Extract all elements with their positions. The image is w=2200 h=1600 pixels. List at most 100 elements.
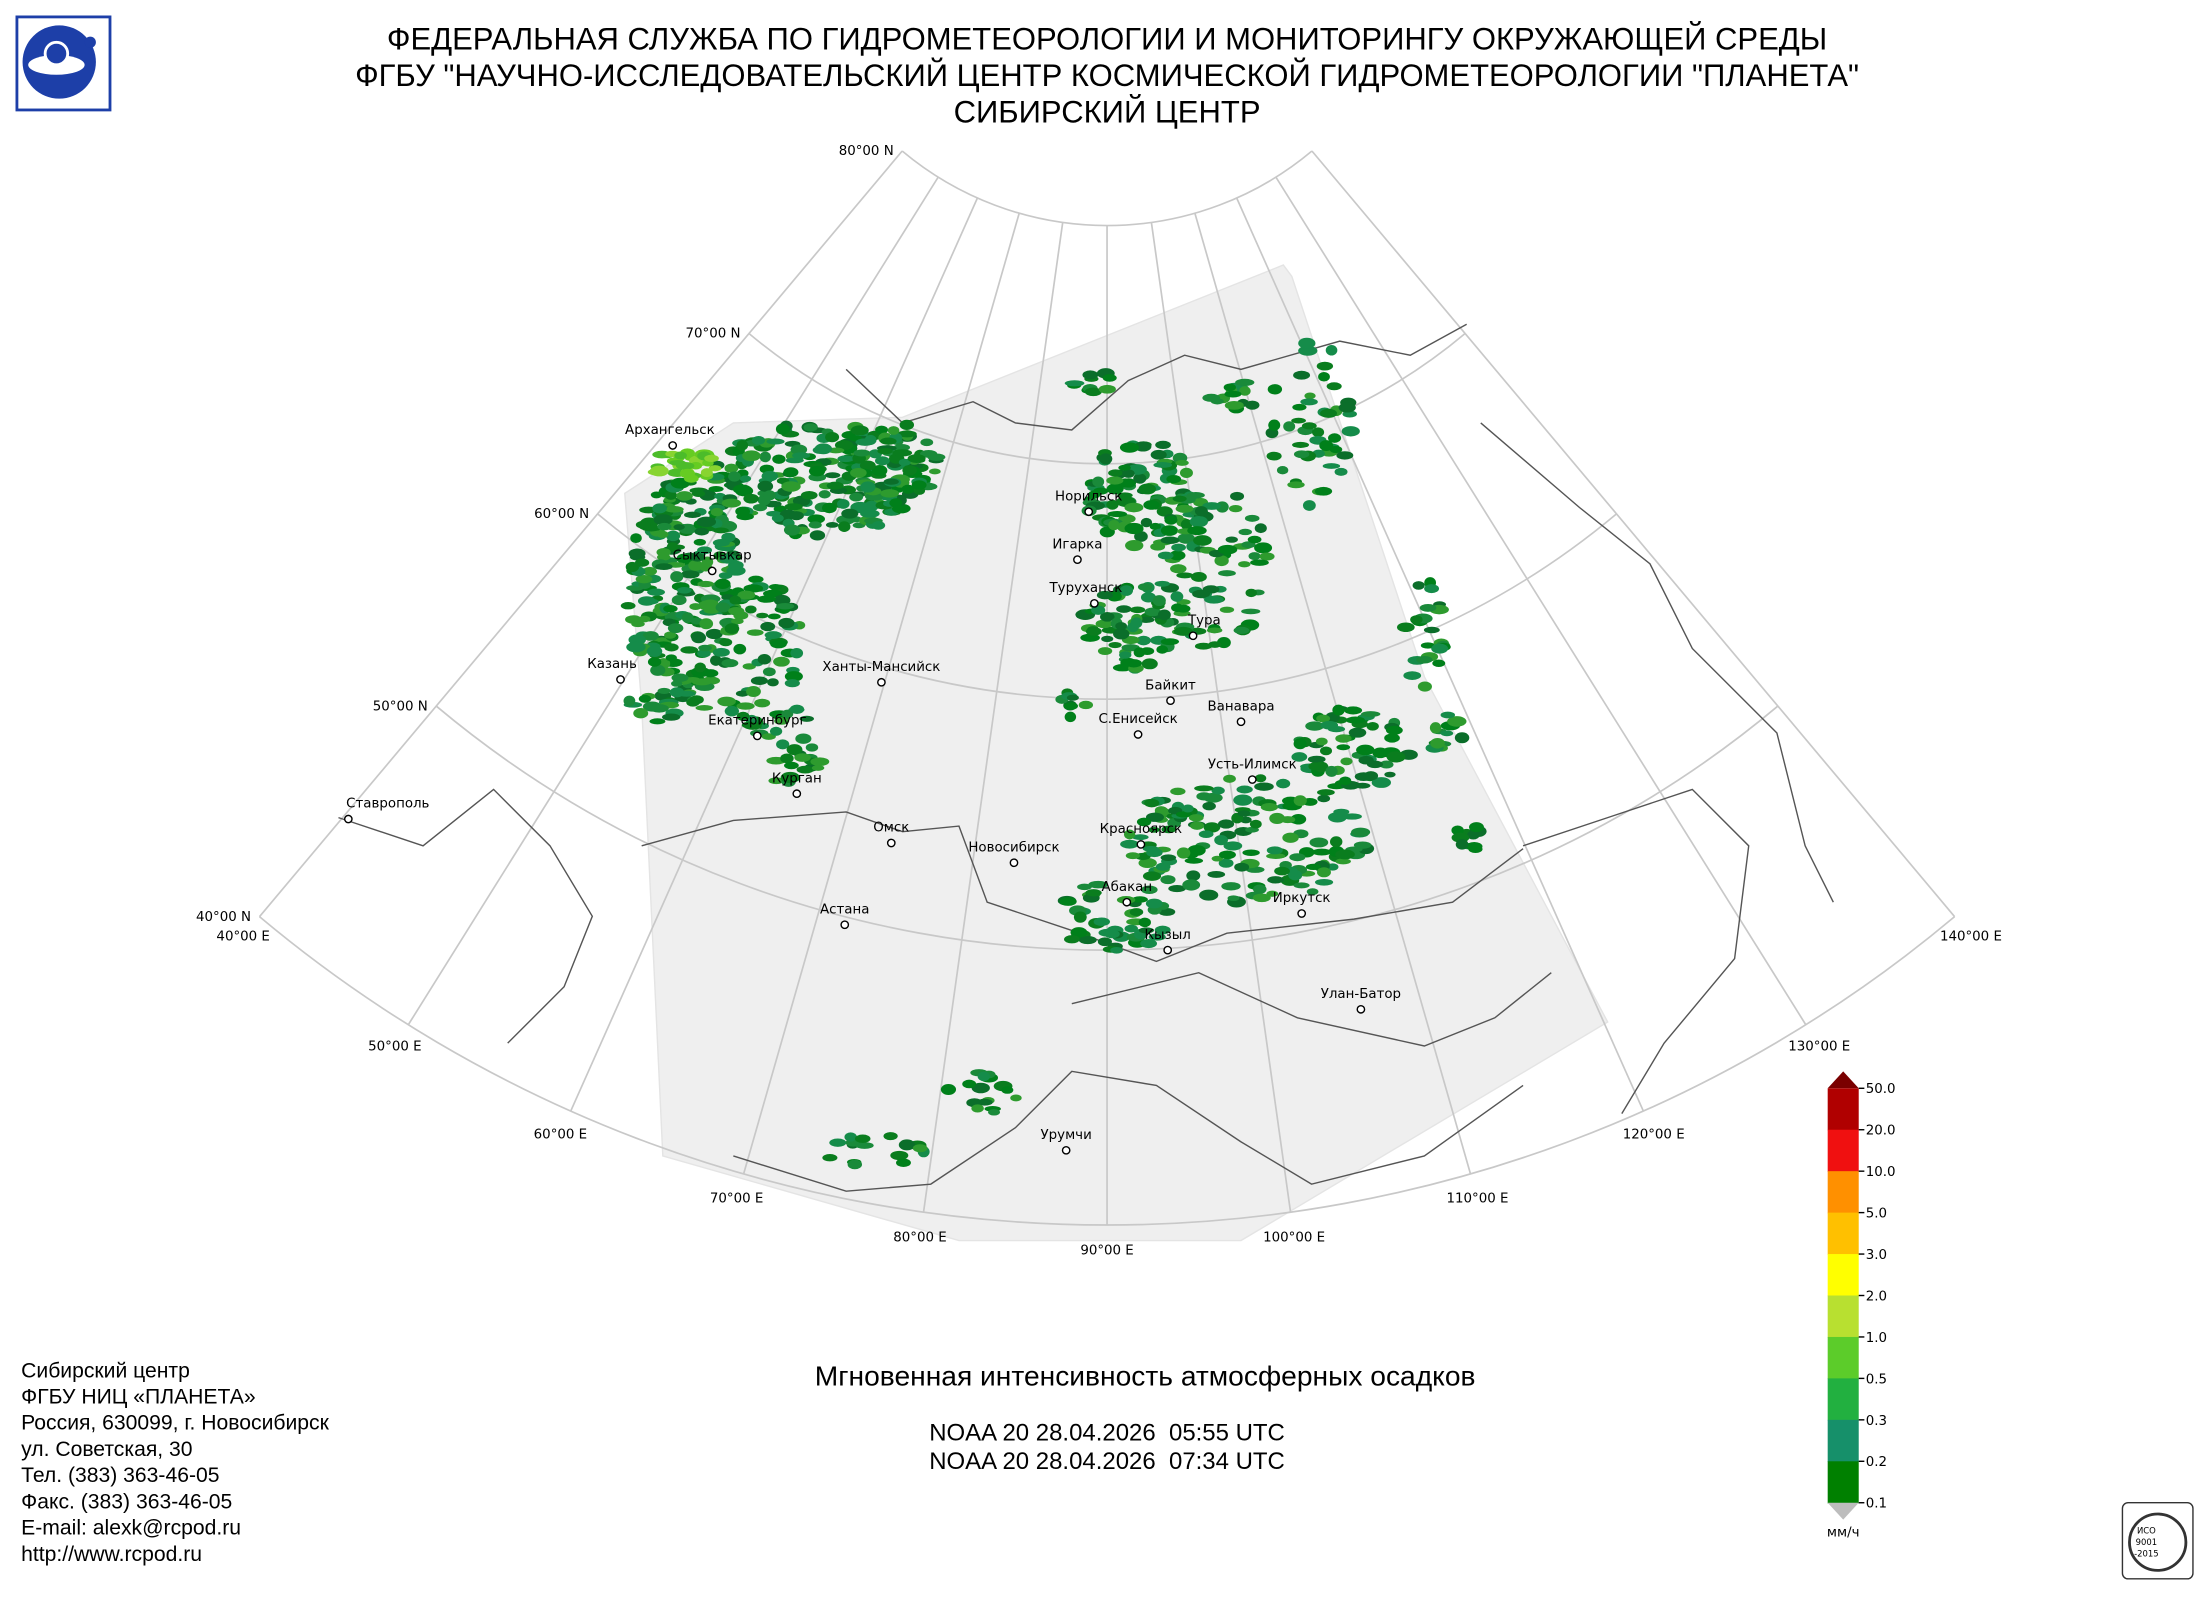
precip-cell: [1293, 450, 1310, 459]
precip-cell: [743, 493, 759, 504]
precip-cell: [902, 465, 917, 476]
pass-time: NOAA 20 28.04.2026 07:34 UTC: [929, 1448, 1285, 1475]
precip-cell: [766, 438, 785, 445]
precip-cell: [1138, 917, 1151, 928]
city-marker: [1356, 1004, 1366, 1014]
city-label: Ставрополь: [346, 797, 429, 812]
precip-cell: [1410, 615, 1423, 625]
precip-cell: [1082, 370, 1099, 380]
precip-cell: [762, 667, 776, 677]
precip-cell: [1320, 746, 1333, 756]
precip-cell: [853, 449, 871, 457]
precip-cell: [1175, 504, 1194, 513]
precip-cell: [1099, 453, 1113, 465]
colorbar-segment: [1827, 1212, 1859, 1255]
precip-cell: [1218, 570, 1236, 577]
precip-cell: [1325, 765, 1338, 777]
precip-cell: [625, 561, 639, 573]
precip-cell: [1124, 522, 1144, 535]
precip-cell: [1145, 898, 1163, 909]
precip-cell: [1217, 544, 1238, 555]
precip-cell: [1108, 642, 1122, 649]
precip-cell: [1160, 854, 1177, 861]
precip-cell: [1182, 879, 1201, 891]
city-marker: [668, 441, 678, 450]
precip-cell: [1245, 588, 1257, 598]
precip-cell: [849, 492, 864, 502]
precip-cell: [1132, 834, 1149, 840]
colorbar-segment: [1827, 1336, 1859, 1380]
precip-cell: [649, 704, 669, 713]
precip-cell: [1106, 483, 1124, 495]
precip-cell: [1170, 564, 1187, 574]
precip-cell: [1214, 835, 1228, 846]
coverage-swath: [624, 264, 1609, 1242]
precip-cell: [1335, 858, 1351, 865]
precip-cell: [875, 456, 890, 466]
precip-cell: [1153, 462, 1173, 468]
precip-cell: [705, 628, 723, 640]
precip-cell: [1133, 473, 1147, 484]
precip-cell: [695, 705, 714, 711]
precip-cell: [1066, 694, 1079, 701]
precip-cell: [1154, 925, 1171, 935]
precip-cell: [1193, 535, 1212, 546]
precip-cell: [1180, 518, 1193, 530]
precip-cell: [649, 465, 669, 477]
precip-cell: [764, 631, 782, 639]
precip-cell: [1186, 492, 1205, 499]
precip-cell: [1254, 774, 1267, 783]
precip-cell: [1143, 500, 1160, 510]
precip-cell: [1134, 531, 1148, 542]
cities: Архангельск Сыктывкар Казань Ханты-Мансийск…: [343, 423, 1401, 1155]
precip-cell: [1316, 714, 1331, 723]
precip-cell: [684, 511, 702, 518]
precip-cell: [1129, 606, 1146, 614]
precip-cell: [1440, 730, 1454, 737]
precip-cell: [783, 524, 801, 536]
precip-cell: [757, 595, 776, 603]
precip-cell: [871, 465, 888, 477]
precip-cell: [1233, 794, 1253, 806]
precip-cell: [794, 753, 811, 762]
header: ФЕДЕРАЛЬНАЯ СЛУЖБА ПО ГИДРОМЕТЕОРОЛОГИИ …: [355, 20, 1859, 129]
precip-cell: [1144, 607, 1162, 617]
precip-cell: [1266, 853, 1286, 859]
contact-line: ул. Советская, 30: [21, 1438, 192, 1461]
precip-cell: [715, 602, 731, 613]
precip-cell: [1253, 884, 1267, 894]
precip-cell: [1332, 704, 1345, 716]
precip-cell: [664, 631, 677, 639]
precipitation-field: [620, 337, 1487, 1170]
precip-cell: [1336, 744, 1351, 751]
precip-cell: [1431, 643, 1449, 654]
precip-cell: [1110, 946, 1123, 954]
precip-cell: [860, 481, 876, 493]
city-marker: [616, 675, 625, 684]
precip-cell: [1440, 711, 1456, 719]
precip-cell: [784, 503, 803, 511]
precip-cell: [763, 490, 776, 501]
precip-cell: [824, 472, 841, 479]
precip-cell: [784, 671, 803, 682]
city-marker: [1297, 909, 1307, 918]
colorbar: 50.0 20.0 10.0 5.0 3.0 2.0 1.0 0.5 0.3 0.2 0.1 мм/ч: [1827, 1071, 1896, 1541]
precip-cell: [760, 621, 776, 632]
precip-cell: [907, 454, 926, 463]
precip-cell: [1077, 883, 1092, 891]
precip-cell: [1223, 383, 1236, 392]
precip-cell: [657, 522, 672, 531]
precip-cell: [977, 1071, 991, 1082]
city-marker: [1136, 840, 1146, 849]
city-label: С.Енисейск: [1098, 712, 1177, 727]
precip-cell: [1059, 897, 1077, 906]
precip-cell: [1129, 908, 1144, 916]
precip-cell: [665, 654, 677, 662]
precip-cell: [1386, 751, 1406, 763]
city-marker: [343, 814, 353, 824]
precip-cell: [699, 618, 714, 630]
precip-cell: [1202, 502, 1222, 510]
city-label: Абакан: [1101, 879, 1152, 895]
precip-cell: [741, 721, 757, 729]
precip-cell: [773, 656, 790, 667]
